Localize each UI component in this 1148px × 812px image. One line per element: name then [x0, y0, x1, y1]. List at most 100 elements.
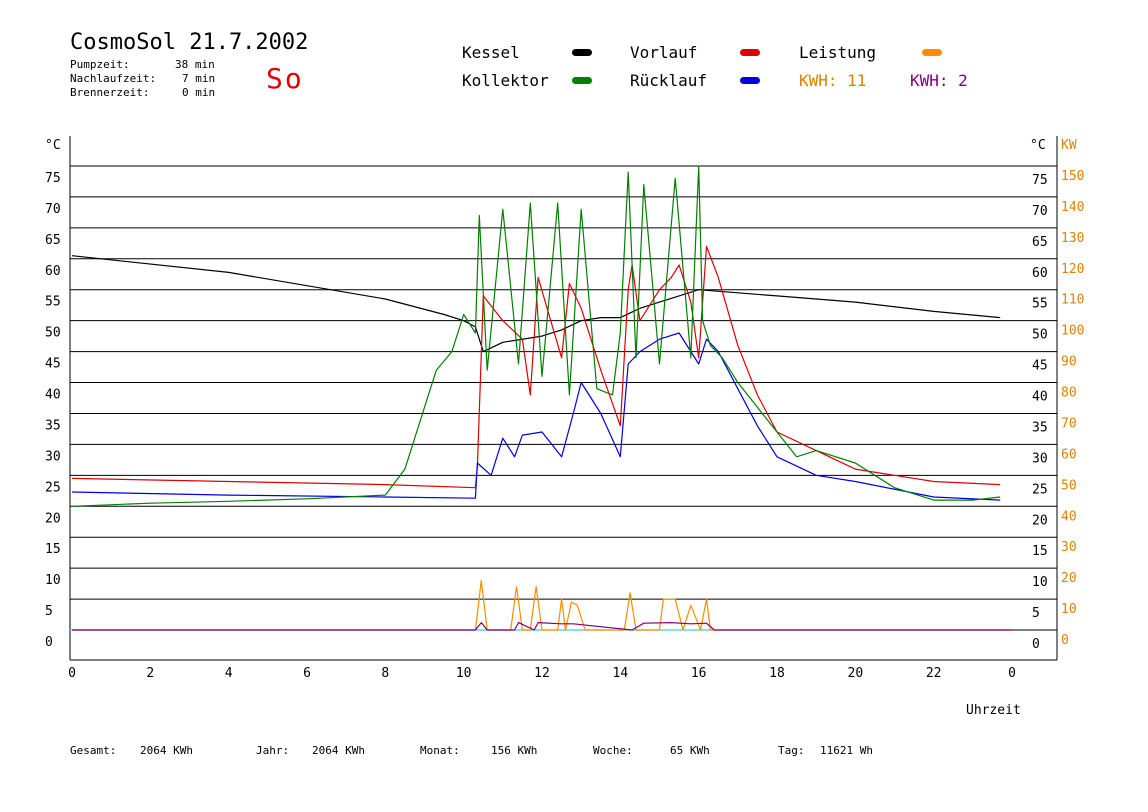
- stat-pumpzeit-label: Pumpzeit:: [70, 58, 130, 71]
- y-tick-label-right: 75: [1032, 173, 1048, 188]
- legend-kessel-label: Kessel: [462, 43, 520, 62]
- legend-kessel-swatch: [572, 49, 592, 56]
- x-tick-label: 18: [769, 666, 785, 681]
- x-tick-label: 12: [534, 666, 550, 681]
- y-tick-label-left: 25: [45, 480, 61, 495]
- y-tick-label-left: 55: [45, 295, 61, 310]
- legend-vorlauf-label: Vorlauf: [630, 43, 698, 62]
- page-title: CosmoSol 21.7.2002: [70, 30, 309, 55]
- legend-leistung-label: Leistung: [799, 43, 877, 62]
- y2-tick-label: 120: [1061, 262, 1084, 277]
- stat-nachlaufzeit-label: Nachlaufzeit:: [70, 72, 157, 85]
- x-tick-label: 14: [613, 666, 629, 681]
- y-tick-label-left: 10: [45, 573, 61, 588]
- y-tick-label-left: 45: [45, 357, 61, 372]
- y2-tick-label: 110: [1061, 293, 1084, 308]
- y-axis-title-right: °C: [1030, 138, 1046, 153]
- y-tick-label-left: 70: [45, 202, 61, 217]
- x-tick-label: 20: [848, 666, 864, 681]
- legend-ruecklauf-label: Rücklauf: [630, 71, 708, 90]
- x-tick-label: 22: [926, 666, 942, 681]
- y2-tick-label: 60: [1061, 447, 1077, 462]
- y-tick-label-left: 20: [45, 511, 61, 526]
- y-tick-label-left: 5: [45, 604, 53, 619]
- y-tick-label-left: 15: [45, 542, 61, 557]
- x-tick-label: 10: [456, 666, 472, 681]
- y2-tick-label: 80: [1061, 386, 1077, 401]
- y-tick-label-right: 30: [1032, 451, 1048, 466]
- footer-gesamt-value: 2064 KWh: [140, 744, 193, 757]
- y-tick-label-left: 50: [45, 326, 61, 341]
- y2-tick-label: 130: [1061, 231, 1084, 246]
- y-tick-label-left: 65: [45, 233, 61, 248]
- legend-kollektor-swatch: [572, 77, 592, 84]
- stat-brennerzeit-label: Brennerzeit:: [70, 86, 150, 99]
- footer-monat-label: Monat:: [420, 744, 460, 757]
- y-tick-label-left: 30: [45, 449, 61, 464]
- y2-tick-label: 140: [1061, 200, 1084, 215]
- y2-tick-label: 150: [1061, 169, 1084, 184]
- stat-nachlaufzeit-value: 7 min: [182, 72, 216, 85]
- y2-tick-label: 100: [1061, 324, 1084, 339]
- legend-ruecklauf-swatch: [740, 77, 760, 84]
- y-tick-label-right: 10: [1032, 575, 1048, 590]
- series-line-kollektor: [71, 165, 1001, 507]
- legend-vorlauf-swatch: [740, 49, 760, 56]
- y2-tick-label: 50: [1061, 478, 1077, 493]
- x-tick-label: 8: [381, 666, 389, 681]
- x-axis-title: Uhrzeit: [966, 703, 1021, 718]
- x-tick-label: 4: [225, 666, 233, 681]
- y-tick-label-right: 15: [1032, 544, 1048, 559]
- y-tick-label-right: 40: [1032, 390, 1048, 405]
- footer-woche-value: 65 KWh: [670, 744, 710, 757]
- footer-jahr-value: 2064 KWh: [312, 744, 365, 757]
- footer-gesamt-label: Gesamt:: [70, 744, 117, 757]
- y-tick-label-right: 20: [1032, 513, 1048, 528]
- y2-tick-label: 30: [1061, 540, 1077, 555]
- y2-axis-title: KW: [1061, 138, 1077, 153]
- y2-tick-label: 70: [1061, 416, 1077, 431]
- y2-tick-label: 10: [1061, 602, 1077, 617]
- legend-kollektor-label: Kollektor: [462, 71, 549, 90]
- y2-tick-label: 40: [1061, 509, 1077, 524]
- y-tick-label-right: 5: [1032, 606, 1040, 621]
- day-label: So: [266, 62, 304, 95]
- y2-tick-label: 0: [1061, 633, 1069, 648]
- y-tick-label-right: 0: [1032, 637, 1040, 652]
- y-tick-label-left: 40: [45, 388, 61, 403]
- y-tick-label-right: 45: [1032, 359, 1048, 374]
- y-axis-title-left: °C: [45, 138, 61, 153]
- footer-jahr-label: Jahr:: [256, 744, 290, 757]
- legend-kwh2: KWH: 2: [910, 71, 968, 90]
- footer-tag-value: 11621 Wh: [820, 744, 873, 757]
- series-line-kwh: [72, 621, 1012, 631]
- legend-kwh1: KWH: 11: [799, 71, 867, 90]
- footer-monat-value: 156 KWh: [491, 744, 538, 757]
- x-tick-label: 0: [68, 666, 76, 681]
- stat-brennerzeit-value: 0 min: [182, 86, 216, 99]
- stat-pumpzeit-value: 38 min: [175, 58, 215, 71]
- y2-tick-label: 90: [1061, 355, 1077, 370]
- y-tick-label-left: 35: [45, 418, 61, 433]
- y-tick-label-right: 25: [1032, 482, 1048, 497]
- series-line-rcklauf: [71, 332, 1001, 501]
- legend-leistung-swatch: [922, 49, 942, 56]
- y-tick-label-right: 65: [1032, 235, 1048, 250]
- y-tick-label-right: 55: [1032, 297, 1048, 312]
- y-tick-label-right: 50: [1032, 328, 1048, 343]
- x-tick-label: 2: [146, 666, 154, 681]
- y-tick-label-left: 75: [45, 171, 61, 186]
- footer-woche-label: Woche:: [593, 744, 633, 757]
- x-tick-label: 6: [303, 666, 311, 681]
- x-tick-label: 0: [1008, 666, 1016, 681]
- y-tick-label-right: 60: [1032, 266, 1048, 281]
- y-tick-label-left: 0: [45, 635, 53, 650]
- x-tick-label: 16: [691, 666, 707, 681]
- footer-tag-label: Tag:: [778, 744, 805, 757]
- series-line-vorlauf: [71, 245, 1001, 489]
- y2-tick-label: 20: [1061, 571, 1077, 586]
- y-tick-label-right: 35: [1032, 420, 1048, 435]
- y-tick-label-right: 70: [1032, 204, 1048, 219]
- y-tick-label-left: 60: [45, 264, 61, 279]
